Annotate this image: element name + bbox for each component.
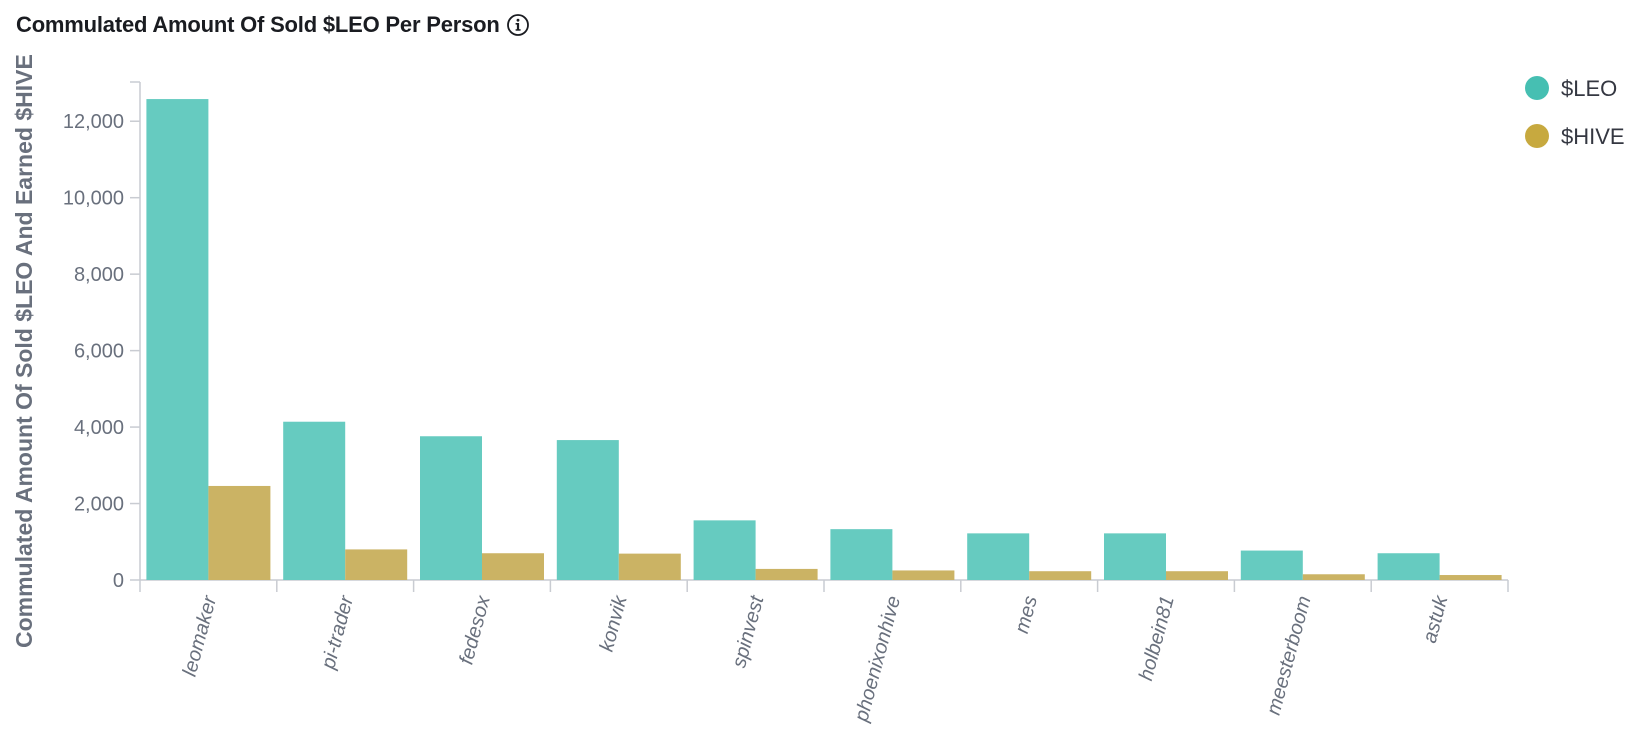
y-tick-label: 4,000	[74, 417, 124, 439]
bar-fedesox-hive[interactable]	[482, 553, 544, 580]
bar-leomaker-hive[interactable]	[208, 485, 271, 580]
bar-meesterboom-hive[interactable]	[1302, 574, 1365, 580]
y-tick-label: 2,000	[74, 494, 124, 516]
x-tick-label-astuk: astuk	[1419, 593, 1453, 646]
x-tick-label-leomaker: leomaker	[179, 592, 222, 678]
x-tick-label-phoenixonhive: phoenixonhive	[850, 594, 905, 725]
bar-astuk-leo[interactable]	[1377, 553, 1440, 580]
y-tick-label: 0	[113, 570, 124, 592]
legend-item-leo[interactable]: $LEO	[1525, 76, 1617, 101]
bar-konvik-hive[interactable]	[618, 553, 681, 580]
bar-holbein81-hive[interactable]	[1166, 571, 1228, 580]
bar-phoenixonhive-hive[interactable]	[892, 570, 955, 580]
x-axis: leomaker pi-trader fedesox konvik spinvest ph…	[139, 579, 1509, 725]
x-tick-label-fedesox: fedesox	[455, 593, 495, 667]
bar-konvik-leo[interactable]	[556, 440, 619, 580]
legend-swatch	[1525, 124, 1549, 148]
x-tick-label-mes: mes	[1011, 594, 1042, 636]
x-tick-label-pi-trader: pi-trader	[317, 592, 358, 672]
legend: $LEO $HIVE	[1525, 76, 1625, 149]
x-tick-label-spinvest: spinvest	[728, 592, 769, 670]
y-tick-label: 10,000	[63, 188, 124, 210]
y-tick-label: 12,000	[63, 111, 124, 133]
bar-mes-leo[interactable]	[967, 533, 1030, 580]
bar-pi-trader-leo[interactable]	[283, 421, 346, 580]
bar-mes-hive[interactable]	[1029, 571, 1092, 580]
x-tick-label-holbein81: holbein81	[1135, 594, 1179, 683]
bar-fedesox-leo[interactable]	[420, 436, 482, 580]
bar-holbein81-leo[interactable]	[1104, 533, 1166, 580]
bar-spinvest-leo[interactable]	[693, 520, 756, 580]
bars	[146, 99, 1502, 581]
y-tick-label: 6,000	[74, 341, 124, 363]
bar-leomaker-leo[interactable]	[146, 99, 209, 581]
x-tick-label-konvik: konvik	[596, 593, 632, 654]
y-tick-label: 8,000	[74, 264, 124, 286]
bar-meesterboom-leo[interactable]	[1240, 550, 1303, 580]
x-tick-label-meesterboom: meesterboom	[1263, 594, 1316, 718]
y-axis: 0 2,000 4,000 6,000 8,000 10,000 12,000	[63, 81, 141, 592]
legend-label: $LEO	[1561, 76, 1617, 101]
chart-header: Commulated Amount Of Sold $LEO Per Perso…	[16, 8, 530, 42]
info-icon[interactable]	[506, 13, 530, 37]
y-axis-title: Commulated Amount Of Sold $LEO And Earne…	[11, 54, 37, 648]
bar-pi-trader-hive[interactable]	[345, 549, 408, 580]
legend-swatch	[1525, 76, 1549, 100]
legend-label: $HIVE	[1561, 124, 1625, 149]
bar-spinvest-hive[interactable]	[755, 568, 818, 580]
bar-phoenixonhive-leo[interactable]	[830, 529, 893, 580]
chart-title: Commulated Amount Of Sold $LEO Per Perso…	[16, 12, 500, 37]
y-axis-title-group: Commulated Amount Of Sold $LEO And Earne…	[11, 54, 37, 648]
bar-astuk-hive[interactable]	[1439, 575, 1502, 580]
legend-item-hive[interactable]: $HIVE	[1525, 124, 1625, 149]
